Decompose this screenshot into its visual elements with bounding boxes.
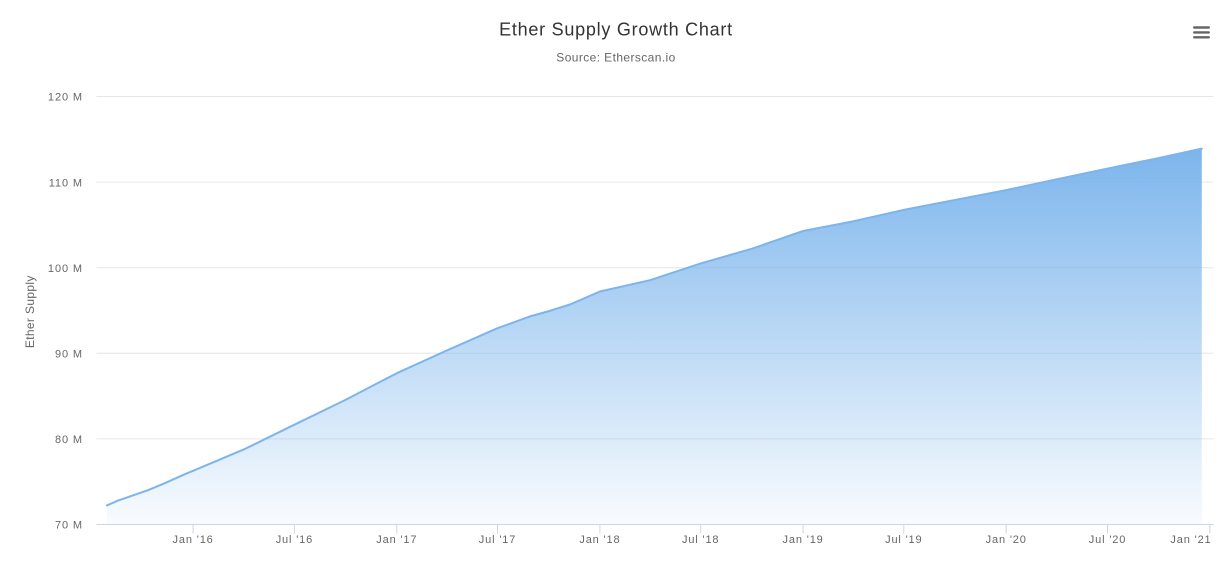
- svg-text:Jan '18: Jan '18: [579, 534, 620, 546]
- svg-text:Jan '21: Jan '21: [1170, 534, 1211, 546]
- svg-text:120 M: 120 M: [48, 92, 83, 104]
- svg-text:Jul '20: Jul '20: [1089, 534, 1126, 546]
- svg-text:Jan '17: Jan '17: [376, 534, 417, 546]
- svg-text:Jul '19: Jul '19: [885, 534, 922, 546]
- svg-text:90 M: 90 M: [55, 349, 83, 361]
- svg-text:110 M: 110 M: [49, 177, 83, 189]
- svg-text:Jan '16: Jan '16: [173, 534, 214, 546]
- svg-text:Jul '17: Jul '17: [479, 534, 516, 546]
- svg-text:70 M: 70 M: [55, 520, 83, 532]
- svg-text:Ether Supply: Ether Supply: [23, 275, 37, 348]
- svg-text:Jan '19: Jan '19: [783, 534, 824, 546]
- svg-text:Jul '16: Jul '16: [276, 534, 313, 546]
- svg-text:100 M: 100 M: [48, 263, 83, 275]
- svg-text:Jan '20: Jan '20: [986, 534, 1027, 546]
- svg-text:Jul '18: Jul '18: [682, 534, 719, 546]
- svg-text:80 M: 80 M: [55, 434, 83, 446]
- svg-text:Ether Supply Growth Chart: Ether Supply Growth Chart: [499, 20, 733, 40]
- svg-text:Source: Etherscan.io: Source: Etherscan.io: [556, 51, 675, 65]
